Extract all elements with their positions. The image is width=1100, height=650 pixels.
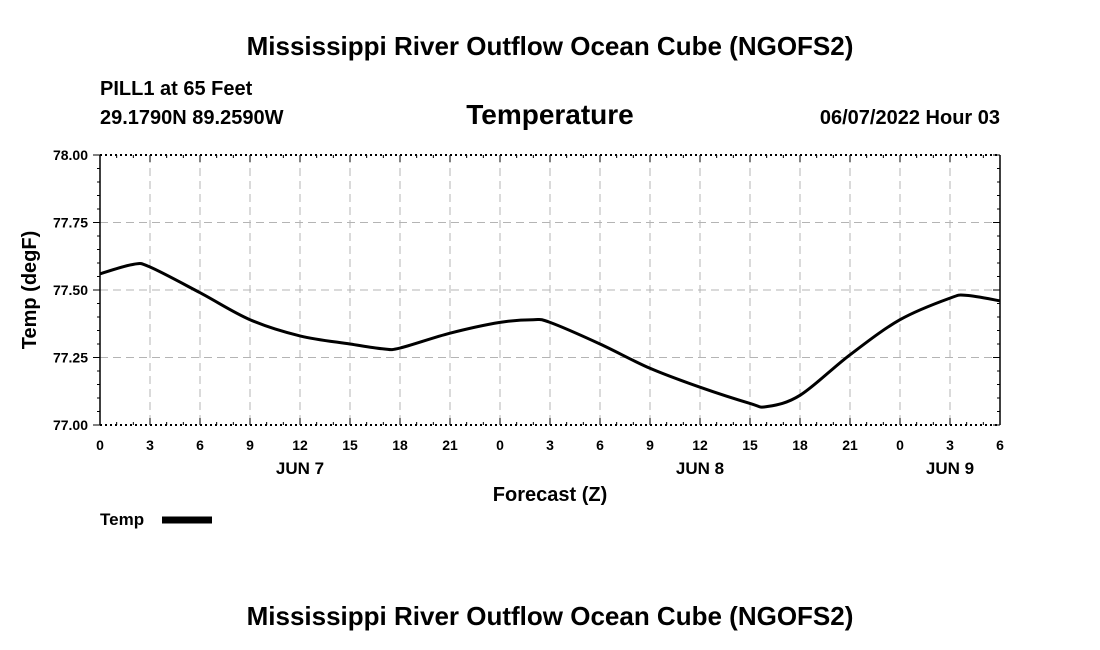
series-line-temp	[99, 261, 1001, 409]
series-layer	[99, 261, 1001, 409]
x-tick-label: 15	[342, 437, 358, 453]
x-tick-labels: 0 3 6 9 12 15 18 21 0 3 6 9 12 15 18 21 0 3 6	[96, 437, 1004, 453]
y-tick-label: 77.00	[53, 417, 88, 433]
y-tick-label: 77.50	[53, 282, 88, 298]
axis-ticks	[93, 154, 1001, 426]
x-tick-label: 6	[596, 437, 604, 453]
station-label: PILL1 at 65 Feet	[100, 78, 253, 100]
day-label: JUN 8	[676, 459, 724, 478]
x-tick-label: 0	[896, 437, 904, 453]
grid-lines	[100, 155, 1000, 425]
chart-title: Temperature	[466, 99, 634, 130]
x-tick-label: 3	[946, 437, 954, 453]
main-title: Mississippi River Outflow Ocean Cube (NG…	[247, 31, 854, 61]
y-tick-label: 77.75	[53, 215, 88, 231]
x-tick-label: 12	[692, 437, 708, 453]
x-tick-label: 3	[546, 437, 554, 453]
x-tick-label: 6	[196, 437, 204, 453]
x-tick-label: 9	[246, 437, 254, 453]
y-tick-labels: 77.00 77.25 77.50 77.75 78.00	[53, 147, 88, 433]
day-labels: JUN 7 JUN 8 JUN 9	[276, 459, 974, 478]
x-tick-label: 15	[742, 437, 758, 453]
x-tick-label: 18	[392, 437, 408, 453]
x-tick-label: 6	[996, 437, 1004, 453]
x-tick-label: 0	[96, 437, 104, 453]
x-tick-label: 18	[792, 437, 808, 453]
coordinates-label: 29.1790N 89.2590W	[100, 107, 284, 129]
x-axis-label: Forecast (Z)	[493, 484, 607, 506]
y-tick-label: 78.00	[53, 147, 88, 163]
datetime-label: 06/07/2022 Hour 03	[820, 107, 1000, 129]
x-tick-label: 0	[496, 437, 504, 453]
x-tick-label: 3	[146, 437, 154, 453]
x-tick-label: 21	[842, 437, 858, 453]
y-tick-label: 77.25	[53, 350, 88, 366]
x-tick-label: 9	[646, 437, 654, 453]
x-tick-label: 12	[292, 437, 308, 453]
day-label: JUN 9	[926, 459, 974, 478]
x-tick-label: 21	[442, 437, 458, 453]
y-axis-label: Temp (degF)	[19, 231, 41, 350]
legend-label: Temp	[100, 510, 144, 529]
day-label: JUN 7	[276, 459, 324, 478]
footer-title: Mississippi River Outflow Ocean Cube (NG…	[247, 601, 854, 631]
